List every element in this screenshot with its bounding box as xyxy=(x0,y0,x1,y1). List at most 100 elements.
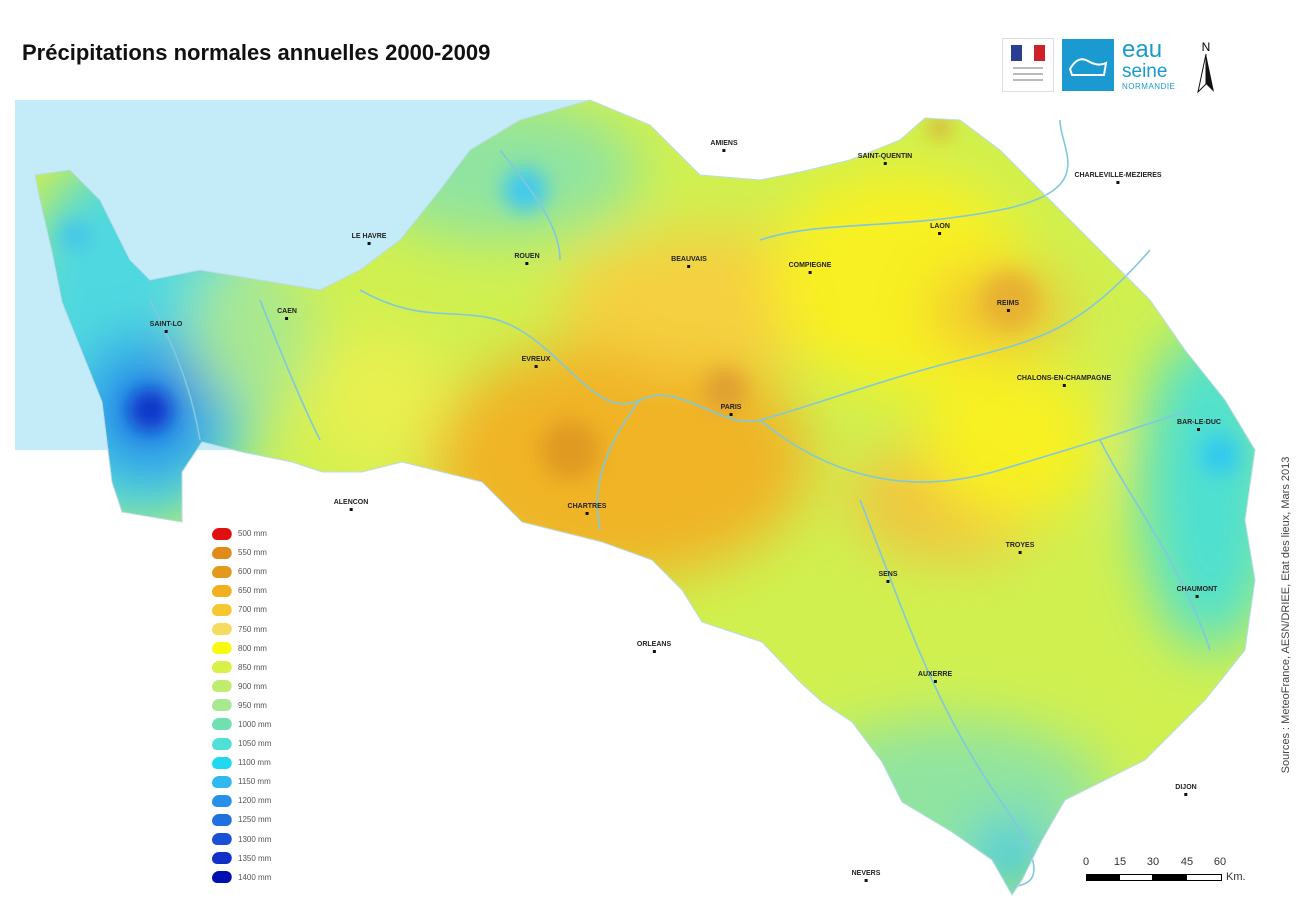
wordmark-line: seine xyxy=(1122,61,1168,82)
eau-seine-normandie-wordmark: eau seine NORMANDIE xyxy=(1122,38,1175,92)
city-label: BEAUVAIS xyxy=(671,256,707,268)
legend-swatch xyxy=(210,756,234,769)
scale-unit: Km. xyxy=(1226,871,1246,883)
legend-item: 550 mm xyxy=(210,543,271,562)
legend-label: 700 mm xyxy=(238,605,267,615)
legend-item: 650 mm xyxy=(210,581,271,600)
legend-swatch xyxy=(210,699,234,712)
legend-label: 900 mm xyxy=(238,681,267,691)
legend-label: 800 mm xyxy=(238,643,267,653)
legend-item: 1050 mm xyxy=(210,734,272,753)
legend-label: 750 mm xyxy=(238,624,267,634)
legend-label: 1200 mm xyxy=(238,796,272,806)
legend-label: 650 mm xyxy=(238,586,267,596)
legend-label: 1100 mm xyxy=(238,758,271,768)
legend-item: 500 mm xyxy=(210,524,271,543)
city-label: TROYES xyxy=(1006,542,1034,554)
city-label: AUXERRE xyxy=(918,671,952,683)
legend-item: 1350 mm xyxy=(210,849,272,868)
legend-swatch xyxy=(210,813,234,826)
city-label: SENS xyxy=(878,571,898,583)
legend-item: 1150 mm xyxy=(210,772,271,791)
north-arrow-icon xyxy=(1197,53,1214,94)
legend-label: 1400 mm xyxy=(238,872,272,882)
legend-label: 950 mm xyxy=(238,700,267,710)
scale-tick: 0 xyxy=(1082,856,1090,868)
wordmark-line: eau xyxy=(1122,36,1163,63)
city-label: CHARTRES xyxy=(568,503,606,515)
legend-swatch xyxy=(210,565,234,578)
legend-swatch xyxy=(210,584,234,597)
legend-item: 950 mm xyxy=(210,696,271,715)
legend-item: 1100 mm xyxy=(210,753,271,772)
city-label: BAR-LE-DUC xyxy=(1177,419,1221,431)
legend-swatch xyxy=(210,833,234,846)
legend-label: 500 mm xyxy=(238,529,267,539)
legend: 500 mm 550 mm 600 mm 650 mm 700 mm 750 mm 800 … xyxy=(210,524,272,887)
city-label: CHAUMONT xyxy=(1177,586,1217,598)
legend-item: 1250 mm xyxy=(210,810,272,829)
legend-swatch xyxy=(210,852,234,865)
map-title: Précipitations normales annuelles 2000-2… xyxy=(22,40,491,65)
legend-item: 700 mm xyxy=(210,600,271,619)
scale-tick: 15 xyxy=(1113,856,1127,868)
legend-label: 1150 mm xyxy=(238,777,271,787)
city-label: COMPIEGNE xyxy=(789,262,831,274)
legend-swatch xyxy=(210,737,234,750)
city-label: SAINT-LO xyxy=(150,321,182,333)
city-label: DIJON xyxy=(1175,784,1197,796)
scale-tick: 45 xyxy=(1180,856,1194,868)
legend-swatch xyxy=(210,623,234,636)
legend-swatch xyxy=(210,871,234,884)
city-label: ALENCON xyxy=(334,499,368,511)
city-label: CHALONS-EN-CHAMPAGNE xyxy=(1017,375,1111,387)
rivers xyxy=(149,119,1211,891)
legend-label: 550 mm xyxy=(238,548,267,558)
city-label: AMIENS xyxy=(710,140,738,152)
eau-seine-normandie-logo xyxy=(1062,39,1114,91)
legend-swatch xyxy=(210,775,234,788)
scale-tick: 30 xyxy=(1146,856,1160,868)
city-label: SAINT-QUENTIN xyxy=(858,153,912,165)
city-label: REIMS xyxy=(997,300,1019,312)
city-label: NEVERS xyxy=(852,870,880,882)
legend-label: 1350 mm xyxy=(238,853,272,863)
legend-item: 850 mm xyxy=(210,658,271,677)
legend-swatch xyxy=(210,680,234,693)
sources-note: Sources : MeteoFrance, AESN/DRIEE, Etat … xyxy=(1280,456,1292,774)
city-label: LE HAVRE xyxy=(352,233,386,245)
legend-item: 900 mm xyxy=(210,677,271,696)
city-label: EVREUX xyxy=(522,356,550,368)
legend-item: 1200 mm xyxy=(210,791,272,810)
legend-swatch xyxy=(210,546,234,559)
republique-francaise-logo xyxy=(1002,38,1054,92)
legend-item: 1400 mm xyxy=(210,868,272,887)
legend-label: 1300 mm xyxy=(238,834,272,844)
legend-item: 1000 mm xyxy=(210,715,272,734)
wordmark-line: NORMANDIE xyxy=(1122,82,1176,91)
legend-swatch xyxy=(210,603,234,616)
legend-label: 1000 mm xyxy=(238,719,272,729)
legend-item: 750 mm xyxy=(210,619,271,638)
legend-item: 600 mm xyxy=(210,562,271,581)
city-label: CAEN xyxy=(277,308,297,320)
legend-label: 850 mm xyxy=(238,662,267,672)
legend-swatch xyxy=(210,794,234,807)
legend-swatch xyxy=(210,718,234,731)
legend-label: 1050 mm xyxy=(238,739,272,749)
legend-item: 1300 mm xyxy=(210,830,272,849)
city-label: CHARLEVILLE-MEZIERES xyxy=(1074,172,1162,184)
legend-swatch xyxy=(210,642,234,655)
north-label: N xyxy=(1201,40,1211,54)
legend-label: 1250 mm xyxy=(238,815,272,825)
city-label: ORLEANS xyxy=(637,641,671,653)
north-arrow: N xyxy=(1196,40,1216,97)
legend-label: 600 mm xyxy=(238,567,267,577)
legend-swatch xyxy=(210,661,234,674)
legend-item: 800 mm xyxy=(210,639,271,658)
scale-tick: 60 xyxy=(1213,856,1227,868)
city-label: LAON xyxy=(930,223,950,235)
logos: eau seine NORMANDIE xyxy=(1002,38,1175,92)
city-label: PARIS xyxy=(721,404,741,416)
